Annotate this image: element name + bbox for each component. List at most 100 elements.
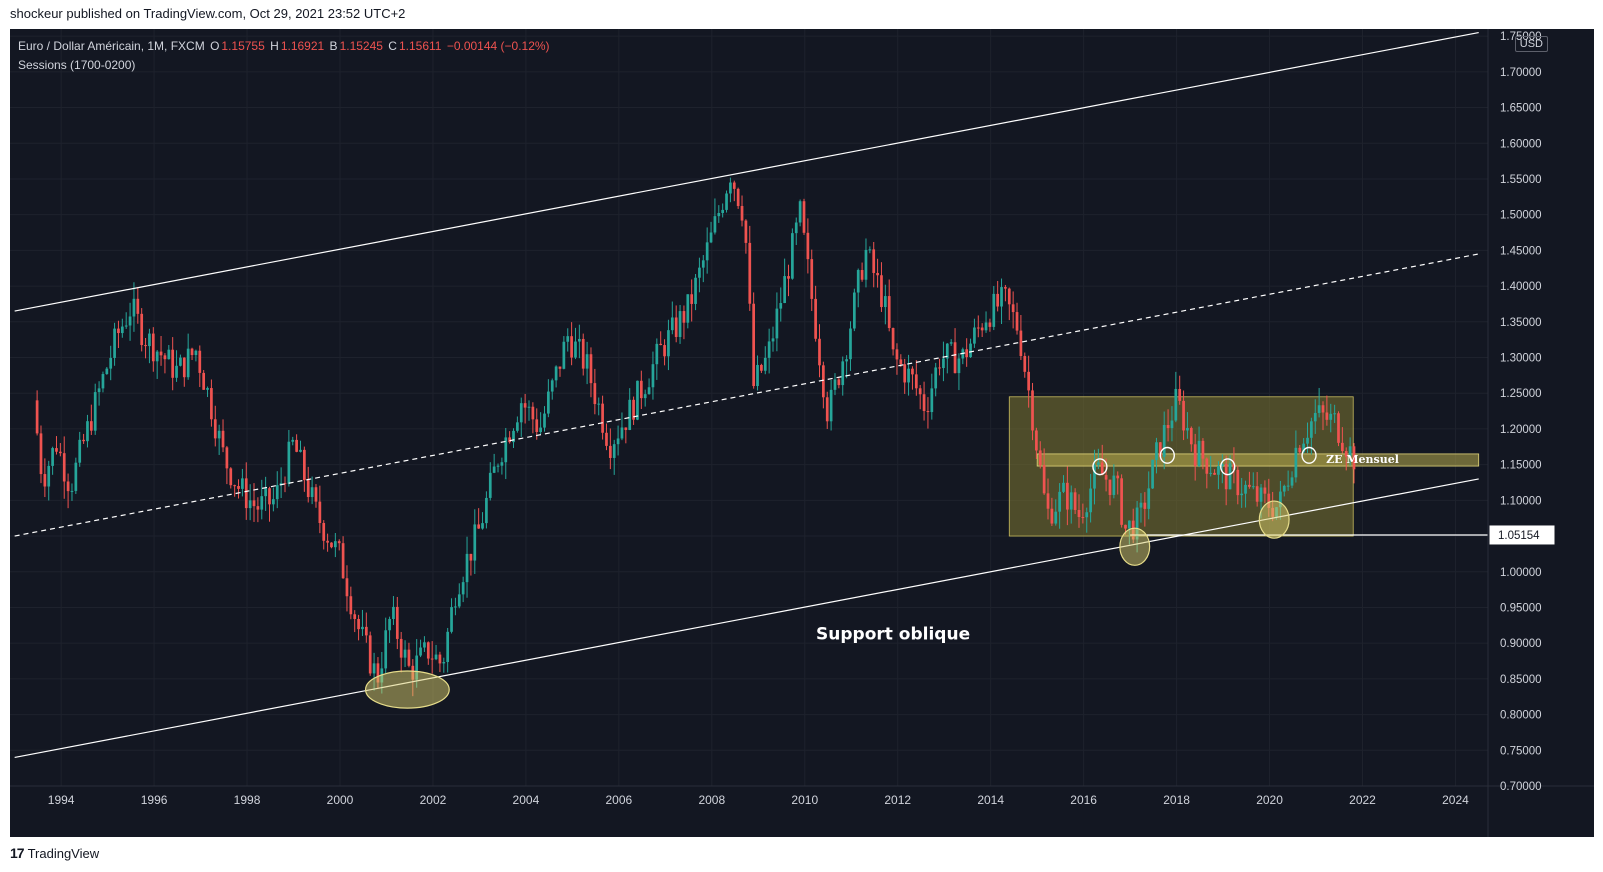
- candle-body: [562, 341, 566, 369]
- candle-body: [949, 342, 953, 344]
- candle-body: [822, 365, 825, 398]
- candle-body: [446, 631, 450, 663]
- candle-body: [43, 474, 47, 487]
- candle-body: [221, 430, 225, 448]
- candle-body: [1027, 371, 1030, 391]
- x-tick-label: 2018: [1163, 793, 1190, 807]
- candle-body: [395, 606, 399, 639]
- candle-body: [264, 488, 267, 497]
- candle-body: [760, 364, 763, 371]
- candle-body: [1120, 478, 1123, 525]
- candle-body: [709, 232, 713, 243]
- candle-body: [504, 437, 508, 463]
- candle-body: [698, 267, 701, 278]
- candle-body: [1050, 508, 1054, 524]
- candle-body: [1352, 446, 1356, 470]
- high-value: 1.16921: [280, 39, 325, 53]
- candle-body: [558, 366, 562, 369]
- x-tick-label: 2020: [1256, 793, 1283, 807]
- channel-mid-line: [14, 253, 1479, 537]
- candlestick-chart[interactable]: 1.75000 1.70000 1.65000 1.60000 1.55000 1.500…: [10, 29, 1594, 837]
- candle-body: [155, 351, 159, 362]
- candle-body: [837, 379, 841, 386]
- candle-body: [856, 270, 860, 293]
- candle-body: [454, 606, 457, 608]
- candle-body: [682, 311, 686, 323]
- y-tick-label: 0.80000: [1500, 710, 1542, 722]
- candle-body: [86, 421, 89, 442]
- highlight-circle: [1301, 446, 1317, 464]
- candle-body: [430, 658, 434, 660]
- candle-body: [519, 403, 523, 423]
- x-tick-label: 2014: [977, 793, 1004, 807]
- candle-body: [1046, 493, 1050, 509]
- y-tick-label: 1.60000: [1500, 138, 1542, 150]
- candle-body: [1282, 485, 1286, 492]
- support-oblique-line: [14, 478, 1479, 759]
- y-tick-label: 1.25000: [1500, 388, 1542, 400]
- y-tick-label: 1.45000: [1500, 245, 1542, 257]
- candle-body: [120, 326, 124, 334]
- candle-body: [1209, 472, 1213, 474]
- candle-body: [1255, 486, 1259, 502]
- candle-body: [632, 399, 635, 420]
- candle-body: [1344, 451, 1348, 457]
- candle-body: [1112, 475, 1116, 495]
- candle-body: [1333, 413, 1336, 415]
- candle-body: [872, 249, 876, 273]
- x-tick-label: 2016: [1070, 793, 1097, 807]
- y-tick-label: 1.15000: [1500, 460, 1542, 472]
- candle-body: [1321, 405, 1325, 413]
- candle-body: [934, 367, 938, 389]
- candle-body: [465, 553, 469, 583]
- candle-body: [1337, 413, 1340, 443]
- highlight-ellipse: [1119, 527, 1151, 566]
- candle-body: [244, 478, 248, 509]
- y-tick-label: 1.20000: [1500, 424, 1542, 436]
- candle-body: [159, 351, 163, 356]
- candle-body: [701, 260, 705, 268]
- candle-body: [275, 485, 279, 500]
- candle-body: [914, 374, 918, 389]
- candle-body: [516, 422, 519, 431]
- candles: [35, 177, 1356, 697]
- tradingview-brand: TradingView: [27, 845, 100, 861]
- candle-body: [450, 607, 453, 632]
- candle-body: [353, 614, 357, 619]
- close-label: C: [388, 39, 397, 53]
- y-tick-label: 1.10000: [1500, 495, 1542, 507]
- x-tick-label: 2024: [1442, 793, 1469, 807]
- candle-body: [1325, 412, 1329, 420]
- axes: 1.75000 1.70000 1.65000 1.60000 1.55000 1.500…: [10, 29, 1594, 837]
- candle-body: [151, 333, 155, 362]
- candle-body: [1317, 405, 1321, 413]
- candle-body: [372, 663, 376, 674]
- candle-body: [628, 399, 632, 430]
- candle-body: [361, 626, 364, 630]
- currency-button[interactable]: USD: [1514, 36, 1548, 52]
- candle-body: [775, 308, 779, 339]
- candle-body: [601, 403, 604, 433]
- candle-body: [1093, 464, 1096, 489]
- candle-body: [849, 328, 852, 360]
- candle-body: [752, 303, 756, 387]
- sessions-indicator[interactable]: Sessions (1700-0200): [18, 58, 136, 72]
- chart-frame[interactable]: 1.75000 1.70000 1.65000 1.60000 1.55000 1.500…: [10, 29, 1594, 837]
- highlight-circle: [1092, 458, 1108, 476]
- candle-body: [283, 483, 287, 485]
- candle-body: [500, 462, 504, 466]
- candle-body: [880, 275, 883, 308]
- candle-body: [89, 421, 93, 431]
- symbol-title[interactable]: Euro / Dollar Américain, 1M, FXCM: [18, 39, 205, 53]
- candle-body: [756, 364, 759, 387]
- open-label: O: [210, 39, 220, 53]
- candle-body: [415, 655, 419, 680]
- candle-body: [481, 523, 484, 529]
- candle-body: [1127, 520, 1131, 529]
- x-tick-label: 1998: [234, 793, 261, 807]
- candle-body: [798, 201, 802, 223]
- candle-body: [330, 542, 333, 548]
- candle-body: [1077, 509, 1081, 518]
- candle-body: [148, 333, 151, 347]
- candle-body: [740, 206, 744, 221]
